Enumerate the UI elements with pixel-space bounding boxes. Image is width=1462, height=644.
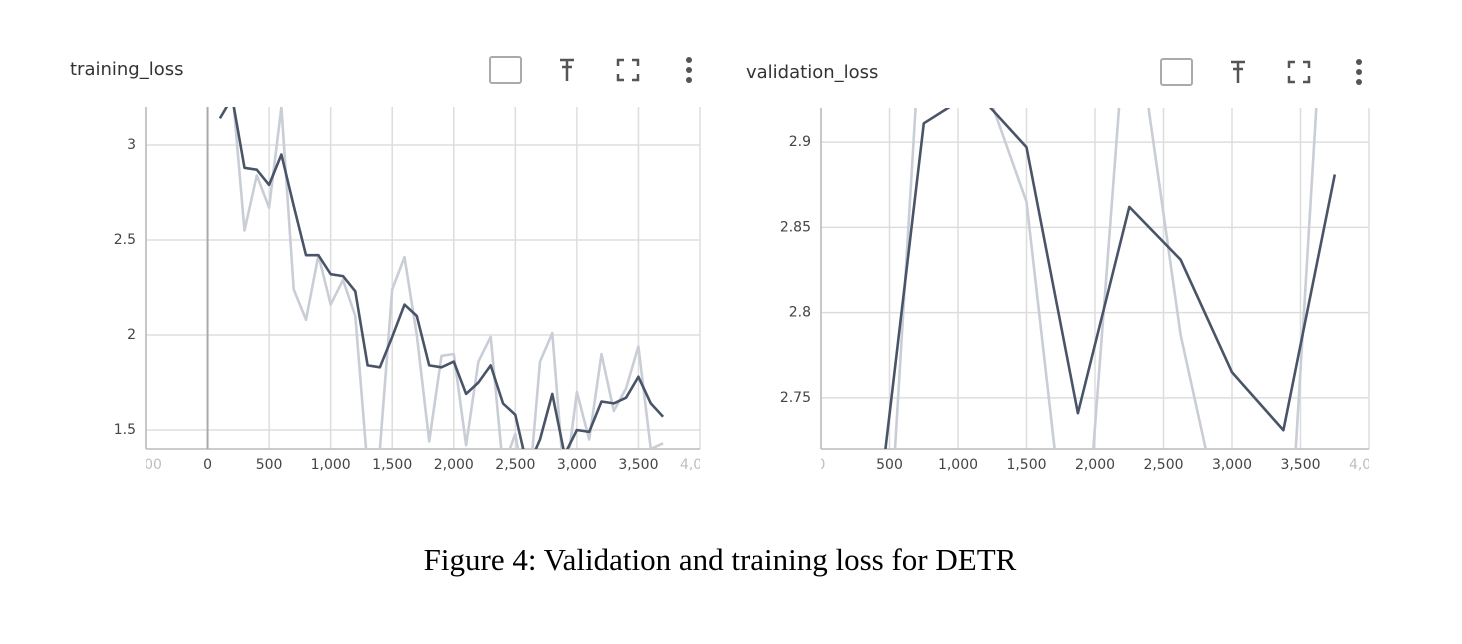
pin-button[interactable] bbox=[560, 58, 574, 81]
x-tick-label: 0 bbox=[817, 457, 826, 473]
x-tick-label: 3,500 bbox=[1280, 457, 1320, 473]
y-tick-label: 2 bbox=[127, 327, 136, 343]
x-tick-label: 4,000 bbox=[1349, 457, 1389, 473]
fit-button[interactable] bbox=[1160, 58, 1193, 86]
toolbar bbox=[489, 56, 1362, 86]
menu-button[interactable] bbox=[1356, 59, 1362, 85]
fit-button[interactable] bbox=[489, 56, 522, 84]
x-tick-label: 3,000 bbox=[557, 457, 597, 473]
x-tick-label: 2,000 bbox=[1075, 457, 1115, 473]
x-tick-label: 3,500 bbox=[618, 457, 658, 473]
caption: Figure 4: Validation and training loss f… bbox=[424, 542, 1017, 577]
y-tick-label: 2.85 bbox=[780, 219, 811, 235]
x-tick-label: 500 bbox=[876, 457, 903, 473]
chart-title: validation_loss bbox=[746, 62, 878, 83]
plot-lines bbox=[884, 108, 1337, 449]
x-tick-label: 1,000 bbox=[311, 457, 351, 473]
x-tick-label: 0 bbox=[203, 457, 212, 473]
x-tick-label: -500 bbox=[130, 457, 162, 473]
series-line bbox=[884, 108, 1337, 449]
x-tick-labels: 0 500 1,000 1,500 2,000 2,500 3,000 3,500 4,000 bbox=[817, 457, 1389, 473]
y-tick-label: 2.9 bbox=[789, 134, 811, 150]
plot-lines bbox=[218, 107, 665, 449]
x-tick-label: 2,500 bbox=[495, 457, 535, 473]
chart-title: training_loss bbox=[70, 59, 184, 80]
x-tick-label: 2,500 bbox=[1143, 457, 1183, 473]
x-tick-label: 500 bbox=[256, 457, 283, 473]
series-line bbox=[232, 107, 664, 449]
series-line bbox=[218, 107, 665, 449]
pin-button[interactable] bbox=[1231, 60, 1245, 83]
x-tick-label: 1,500 bbox=[1006, 457, 1046, 473]
x-tick-labels: -500 0 500 1,000 1,500 2,000 2,500 3,000 3,500 4,… bbox=[130, 457, 720, 473]
x-tick-label: 2,000 bbox=[434, 457, 474, 473]
x-tick-label: 3,000 bbox=[1212, 457, 1252, 473]
fullscreen-button[interactable] bbox=[616, 58, 640, 82]
y-tick-label: 2.8 bbox=[789, 305, 811, 321]
y-tick-label: 1.5 bbox=[114, 422, 136, 438]
y-tick-label: 2.75 bbox=[780, 390, 811, 406]
menu-button[interactable] bbox=[686, 57, 692, 83]
x-tick-label: 1,000 bbox=[938, 457, 978, 473]
fullscreen-button[interactable] bbox=[1287, 60, 1311, 84]
x-tick-label: 1,500 bbox=[372, 457, 412, 473]
x-tick-label: 4,000 bbox=[680, 457, 720, 473]
y-tick-label: 2.5 bbox=[114, 232, 136, 248]
y-tick-label: 3 bbox=[127, 137, 136, 153]
